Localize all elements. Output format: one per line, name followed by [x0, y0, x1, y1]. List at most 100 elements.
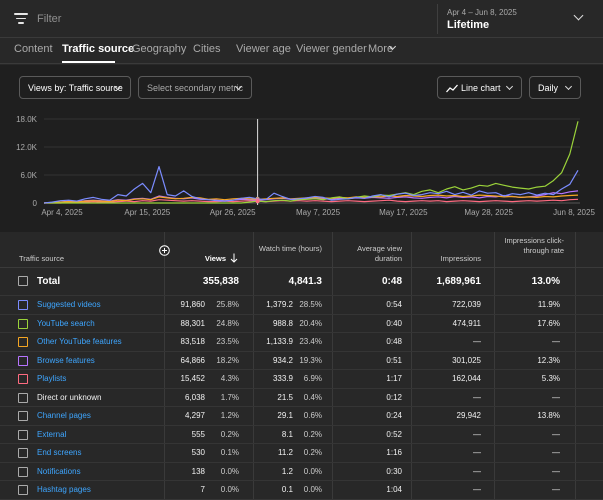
divider	[253, 232, 254, 500]
row-checkbox[interactable]	[18, 448, 28, 458]
divider	[575, 232, 576, 500]
y-tick-label: 12.0K	[16, 143, 38, 152]
cell-avd: 0:48	[386, 337, 402, 346]
row-checkbox[interactable]	[18, 355, 28, 366]
table-row[interactable]: Direct or unknown 6,038 1.7% 21.5 0.4% 0:12 — —	[0, 389, 603, 407]
total-views: 355,838	[202, 276, 239, 287]
total-checkbox[interactable]	[18, 276, 28, 286]
tab-bar: Content Traffic source Geography Cities …	[0, 38, 603, 64]
traffic-source-label[interactable]: Browse features	[37, 355, 95, 365]
filter-icon[interactable]	[14, 13, 28, 24]
table-row[interactable]: Playlists 15,452 4.3% 333.9 6.9% 1:17 162,044 5…	[0, 370, 603, 389]
column-header-average-view-duration[interactable]: Average view duration	[357, 244, 402, 263]
tab-more[interactable]: More	[368, 43, 394, 55]
table-row[interactable]: External 555 0.2% 8.1 0.2% 0:52 — —	[0, 426, 603, 444]
column-header-impressions[interactable]: Impressions	[440, 254, 481, 263]
x-tick-label: May 28, 2025	[464, 208, 513, 217]
table-row[interactable]: Hashtag pages 7 0.0% 0.1 0.0% 1:04 — —	[0, 481, 603, 500]
column-header-watch-time[interactable]: Watch time (hours)	[258, 244, 322, 253]
table-row[interactable]: End screens 530 0.1% 11.2 0.2% 1:16 — —	[0, 444, 603, 463]
traffic-source-label[interactable]: Other YouTube features	[37, 337, 122, 346]
table-row[interactable]: Notifications 138 0.0% 1.2 0.0% 0:30 — —	[0, 463, 603, 481]
cell-watch-pct: 23.4%	[299, 337, 322, 346]
filter-bar: Filter Apr 4 – Jun 8, 2025 Lifetime	[0, 0, 603, 38]
table-row[interactable]: YouTube search 88,301 24.8% 988.8 20.4% 0:40 4…	[0, 315, 603, 333]
cell-ctr: —	[552, 429, 560, 439]
tab-cities[interactable]: Cities	[193, 43, 221, 55]
table-row[interactable]: Suggested videos 91,860 25.8% 1,379.2 28.5% 0…	[0, 296, 603, 315]
traffic-source-label[interactable]: Playlists	[37, 374, 67, 383]
cell-ctr: 5.3%	[541, 374, 560, 383]
cell-views-pct: 0.0%	[220, 466, 239, 476]
traffic-source-label[interactable]: Suggested videos	[37, 300, 101, 309]
cell-ctr: —	[552, 448, 560, 457]
cell-views-pct: 0.2%	[220, 429, 239, 439]
row-checkbox[interactable]	[18, 337, 28, 347]
traffic-source-table: Traffic source Views Watch time (hours) …	[0, 232, 603, 500]
y-tick-label: 6.0K	[21, 171, 38, 180]
divider	[437, 4, 438, 34]
filter-input[interactable]: Filter	[37, 13, 62, 25]
tab-viewer-gender[interactable]: Viewer gender	[296, 43, 367, 55]
column-header-traffic-source[interactable]: Traffic source	[19, 254, 65, 263]
traffic-source-label[interactable]: Notifications	[37, 466, 81, 476]
add-column-icon[interactable]	[159, 245, 170, 256]
date-range[interactable]: Apr 4 – Jun 8, 2025	[447, 8, 517, 17]
tab-viewer-age[interactable]: Viewer age	[236, 43, 291, 55]
row-checkbox[interactable]	[18, 466, 28, 477]
cell-views-pct: 1.7%	[220, 392, 239, 402]
table-row[interactable]: Other YouTube features 83,518 23.5% 1,133.9…	[0, 333, 603, 352]
column-header-views[interactable]: Views	[204, 254, 226, 263]
cell-watch: 21.5	[277, 392, 293, 402]
x-tick-label: Apr 4, 2025	[41, 208, 83, 217]
cell-views-pct: 1.2%	[220, 411, 239, 420]
cell-impr: 474,911	[452, 318, 481, 328]
row-checkbox[interactable]	[18, 300, 28, 310]
row-checkbox[interactable]	[18, 485, 28, 495]
x-tick-label: Apr 26, 2025	[210, 208, 256, 217]
chart-type-dropdown[interactable]: Line chart	[437, 76, 522, 99]
y-tick-label: 18.0K	[16, 115, 38, 124]
cell-views: 7	[200, 485, 205, 494]
cell-views: 83,518	[180, 337, 205, 346]
traffic-source-label[interactable]: Hashtag pages	[37, 485, 91, 494]
traffic-source-label[interactable]: YouTube search	[37, 318, 95, 328]
series-line[interactable]	[44, 198, 579, 204]
row-checkbox[interactable]	[18, 411, 28, 421]
cell-ctr: 11.9%	[537, 300, 560, 309]
cell-ctr: —	[552, 392, 560, 402]
cell-watch-pct: 20.4%	[299, 318, 322, 328]
chevron-down-icon[interactable]	[573, 10, 584, 21]
cell-avd: 0:40	[386, 318, 402, 328]
table-row[interactable]: Browse features 64,866 18.2% 934.2 19.3% 0:51…	[0, 352, 603, 370]
cell-avd: 0:24	[386, 411, 402, 420]
tab-content[interactable]: Content	[14, 43, 53, 55]
series-line[interactable]	[44, 121, 579, 204]
cell-ctr: 12.3%	[537, 355, 560, 365]
cell-watch: 1,133.9	[266, 337, 293, 346]
traffic-source-label[interactable]: External	[37, 429, 67, 439]
sort-descending-icon[interactable]	[230, 253, 238, 263]
divider	[494, 232, 495, 500]
x-tick-label: May 17, 2025	[379, 208, 428, 217]
cell-impr: —	[473, 485, 481, 494]
cell-watch-pct: 19.3%	[299, 355, 322, 365]
row-checkbox[interactable]	[18, 429, 28, 440]
tab-traffic-source[interactable]: Traffic source	[62, 43, 135, 55]
traffic-source-label[interactable]: End screens	[37, 448, 82, 457]
row-checkbox[interactable]	[18, 392, 28, 403]
row-checkbox[interactable]	[18, 374, 28, 384]
divider	[411, 232, 412, 500]
column-header-ctr[interactable]: Impressions click-through rate	[504, 236, 564, 255]
tab-geography[interactable]: Geography	[132, 43, 187, 55]
row-checkbox[interactable]	[18, 318, 28, 329]
interval-dropdown[interactable]: Daily	[529, 76, 581, 99]
traffic-source-label[interactable]: Channel pages	[37, 411, 91, 420]
primary-metric-dropdown[interactable]: Views by: Traffic source	[19, 76, 131, 99]
cell-ctr: 17.6%	[537, 318, 560, 328]
date-period[interactable]: Lifetime	[447, 19, 490, 31]
table-row[interactable]: Channel pages 4,297 1.2% 29.1 0.6% 0:24 29,942…	[0, 407, 603, 426]
secondary-metric-dropdown[interactable]: Select secondary metric	[138, 76, 252, 99]
series-line[interactable]	[43, 165, 579, 204]
